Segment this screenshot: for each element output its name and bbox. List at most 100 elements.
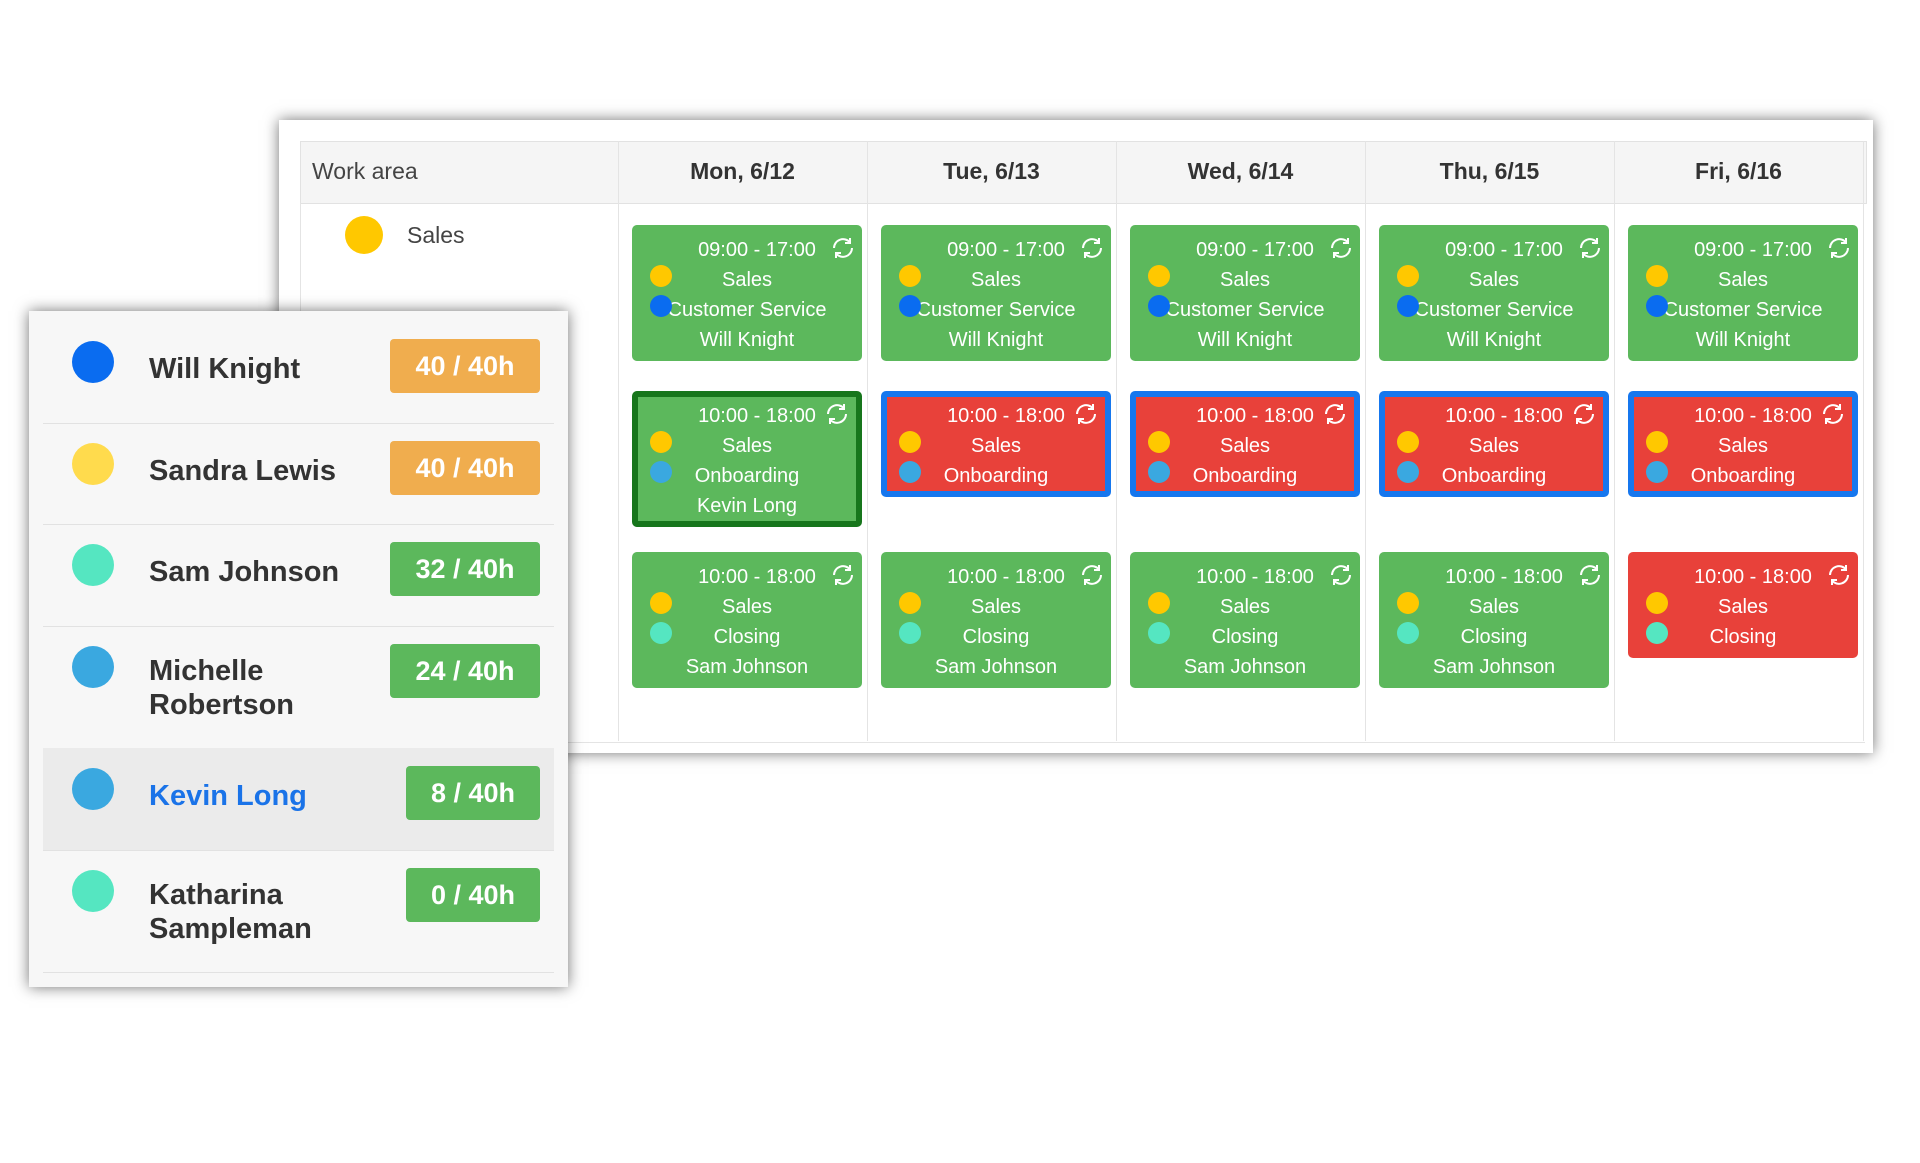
role-dot (650, 622, 672, 644)
header-row (300, 141, 1867, 204)
repeat-icon-wrap (1826, 562, 1852, 588)
shift-card[interactable]: 09:00 - 17:00 Sales Customer Service Will K… (1130, 225, 1360, 361)
role-dot (1397, 295, 1419, 317)
employee-dot (72, 646, 114, 688)
shift-employee: Sam Johnson (1432, 656, 1556, 678)
shift-time: 10:00 - 18:00 (1196, 405, 1314, 427)
employee-dot (72, 544, 114, 586)
work-area-header: Work area (312, 158, 418, 184)
shift-card[interactable]: 10:00 - 18:00 Sales Closing Sam Johnson (1130, 552, 1360, 688)
employee-name: Katharina Sampleman (149, 879, 312, 945)
shift-employee: Sam Johnson (934, 656, 1058, 678)
column-divider (1863, 141, 1864, 741)
repeat-icon (1331, 238, 1351, 258)
shift-role: Onboarding (943, 465, 1049, 487)
repeat-icon (1076, 404, 1096, 424)
employee-name: Kevin Long (149, 780, 307, 812)
shift-area: Sales (970, 596, 1022, 618)
role-dot (650, 461, 672, 483)
shift-time: 10:00 - 18:00 (947, 405, 1065, 427)
shift-role: Onboarding (1441, 465, 1547, 487)
employee-row[interactable]: Michelle Robertson 24 / 40h (43, 626, 554, 749)
shift-role: Customer Service (1414, 299, 1574, 321)
shift-card[interactable]: 10:00 - 18:00 Sales Onboarding (881, 391, 1111, 497)
role-dot (1148, 461, 1170, 483)
shift-card[interactable]: 10:00 - 18:00 Sales Closing Sam Johnson (881, 552, 1111, 688)
repeat-icon-wrap (1820, 401, 1846, 427)
role-dot (1148, 295, 1170, 317)
repeat-icon (833, 238, 853, 258)
shift-time: 10:00 - 18:00 (1694, 405, 1812, 427)
shift-time: 09:00 - 17:00 (1694, 239, 1812, 261)
shift-card[interactable]: 10:00 - 18:00 Sales Closing Sam Johnson (632, 552, 862, 688)
employee-panel: Will Knight 40 / 40h Sandra Lewis 40 / 40h S… (29, 311, 568, 987)
role-dot (1646, 461, 1668, 483)
repeat-icon-wrap (1079, 235, 1105, 261)
repeat-icon-wrap (830, 562, 856, 588)
column-divider (1116, 141, 1117, 741)
shift-area: Sales (1219, 435, 1271, 457)
shift-card[interactable]: 09:00 - 17:00 Sales Customer Service Will K… (881, 225, 1111, 361)
shift-card[interactable]: 10:00 - 18:00 Sales Onboarding (1130, 391, 1360, 497)
employee-row[interactable]: Kevin Long 8 / 40h (43, 748, 554, 851)
area-dot (1646, 592, 1668, 614)
role-dot (1397, 461, 1419, 483)
column-divider (618, 141, 619, 741)
role-dot (1646, 295, 1668, 317)
repeat-icon (1574, 404, 1594, 424)
shift-time: 09:00 - 17:00 (1445, 239, 1563, 261)
shift-card[interactable]: 10:00 - 18:00 Sales Onboarding (1379, 391, 1609, 497)
shift-card[interactable]: 10:00 - 18:00 Sales Closing Sam Johnson (1379, 552, 1609, 688)
employee-row[interactable]: Sandra Lewis 40 / 40h (43, 423, 554, 525)
shift-area: Sales (1468, 596, 1520, 618)
repeat-icon-wrap (1079, 562, 1105, 588)
area-dot (899, 431, 921, 453)
shift-role: Onboarding (694, 465, 800, 487)
shift-role: Closing (713, 626, 781, 648)
row-divider (300, 742, 1865, 743)
shift-time: 10:00 - 18:00 (947, 566, 1065, 588)
shift-card[interactable]: 10:00 - 18:00 Sales Closing (1628, 552, 1858, 658)
shift-time: 09:00 - 17:00 (1196, 239, 1314, 261)
shift-role: Closing (962, 626, 1030, 648)
area-dot (650, 265, 672, 287)
shift-area: Sales (721, 269, 773, 291)
role-dot (899, 622, 921, 644)
repeat-icon-wrap (824, 401, 850, 427)
shift-role: Closing (1460, 626, 1528, 648)
repeat-icon-wrap (1577, 562, 1603, 588)
shift-role: Onboarding (1192, 465, 1298, 487)
role-dot (899, 461, 921, 483)
area-dot (1646, 265, 1668, 287)
hours-badge: 24 / 40h (390, 644, 540, 698)
role-dot (1646, 622, 1668, 644)
employee-row[interactable]: Katharina Sampleman 0 / 40h (43, 850, 554, 973)
day-header: Thu, 6/15 (1439, 158, 1540, 184)
shift-role: Closing (1709, 626, 1777, 648)
employee-row[interactable]: Will Knight 40 / 40h (43, 321, 554, 424)
area-dot (1397, 592, 1419, 614)
repeat-icon (1823, 404, 1843, 424)
shift-card[interactable]: 10:00 - 18:00 Sales Onboarding Kevin Long (632, 391, 862, 527)
role-dot (1148, 622, 1170, 644)
hours-badge: 40 / 40h (390, 441, 540, 495)
shift-card[interactable]: 09:00 - 17:00 Sales Customer Service Will K… (1379, 225, 1609, 361)
shift-card[interactable]: 09:00 - 17:00 Sales Customer Service Will K… (1628, 225, 1858, 361)
column-divider (1614, 141, 1615, 741)
employee-dot (72, 768, 114, 810)
employee-name: Sam Johnson (149, 556, 340, 588)
employee-row[interactable]: Sam Johnson 32 / 40h (43, 524, 554, 627)
shift-card[interactable]: 10:00 - 18:00 Sales Onboarding (1628, 391, 1858, 497)
shift-employee: Will Knight (1197, 329, 1293, 351)
shift-area: Sales (1717, 596, 1769, 618)
hours-badge: 32 / 40h (390, 542, 540, 596)
shift-card[interactable]: 09:00 - 17:00 Sales Customer Service Will K… (632, 225, 862, 361)
repeat-icon (827, 404, 847, 424)
area-dot (1397, 431, 1419, 453)
repeat-icon (833, 565, 853, 585)
shift-time: 09:00 - 17:00 (947, 239, 1065, 261)
shift-employee: Will Knight (1695, 329, 1791, 351)
shift-area: Sales (721, 435, 773, 457)
day-header: Fri, 6/16 (1695, 158, 1782, 184)
work-area-dot (345, 216, 383, 254)
